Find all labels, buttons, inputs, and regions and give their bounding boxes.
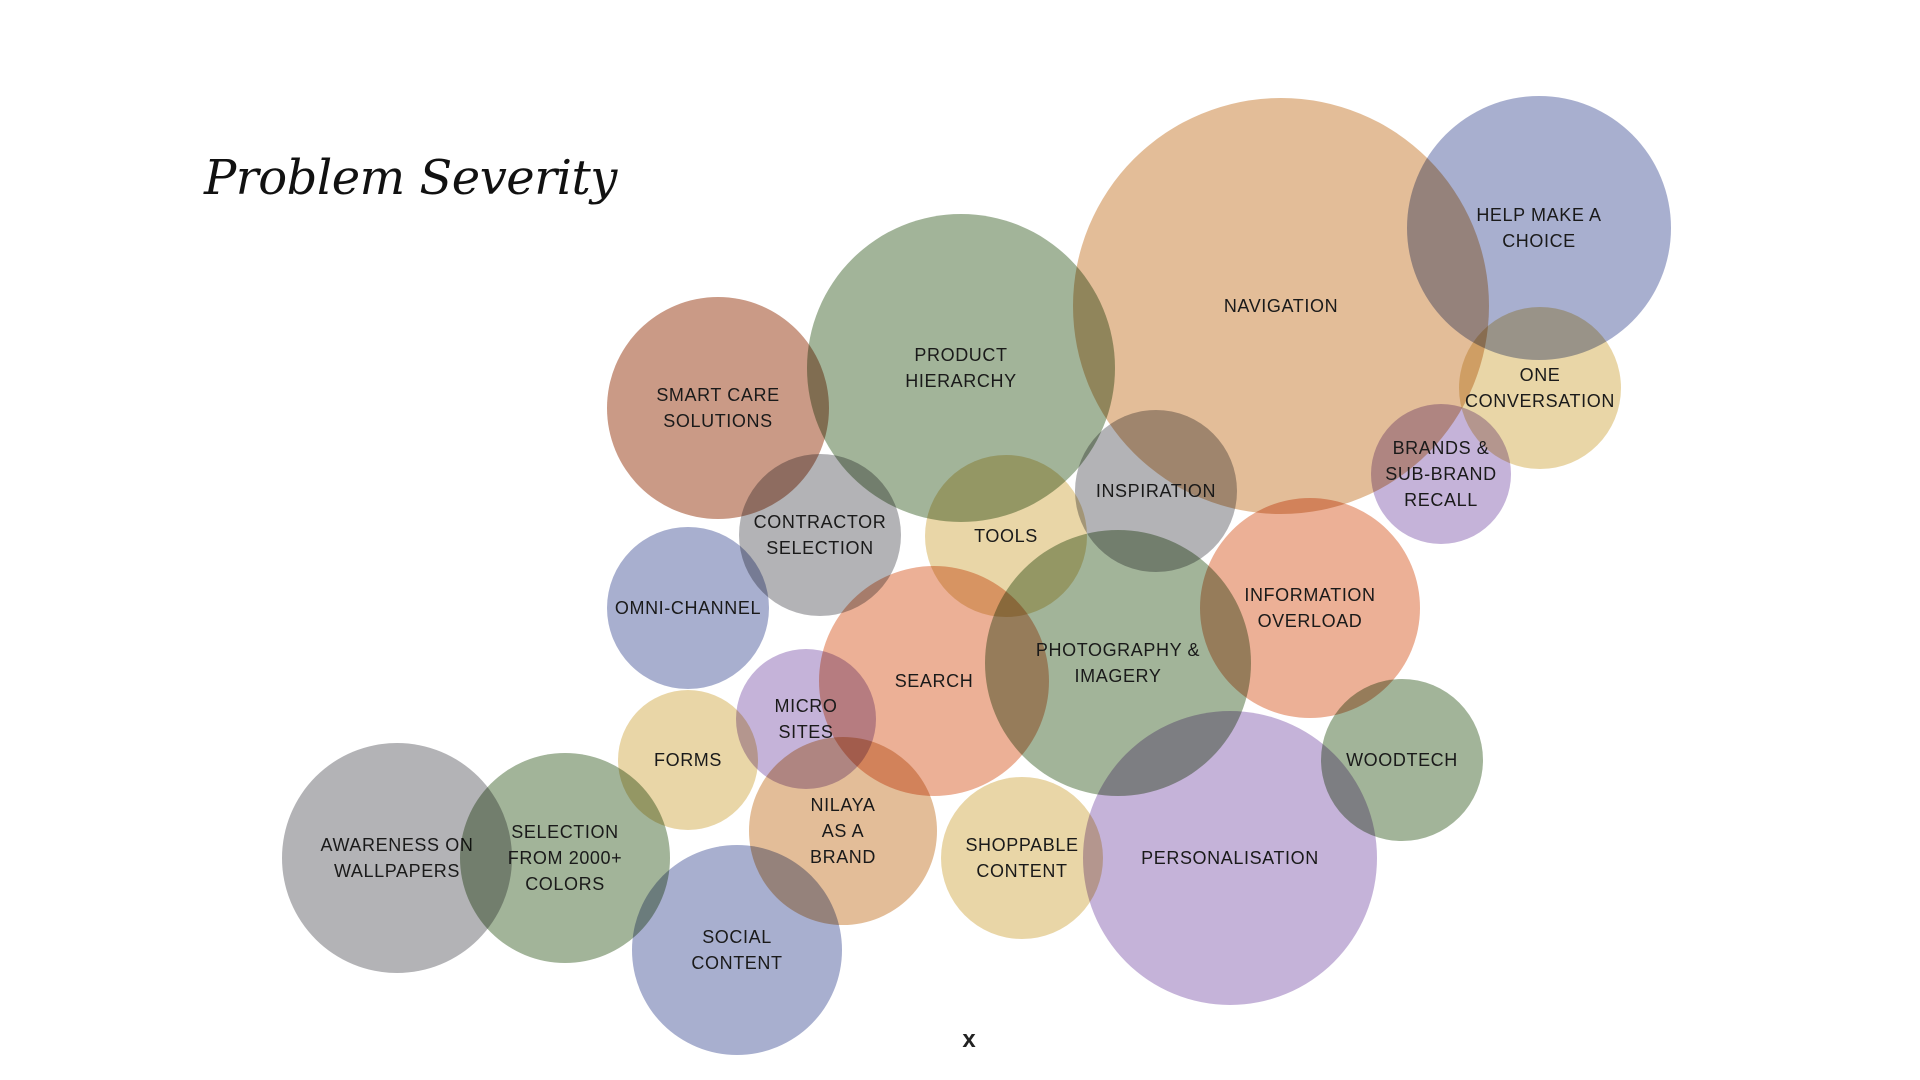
bubble-label-smart-care-solutions: SMART CARE (656, 385, 779, 405)
bubble-label-product-hierarchy: HIERARCHY (905, 371, 1016, 391)
bubble-product-hierarchy: PRODUCT HIERARCHY (807, 214, 1115, 522)
bubble-label-awareness-on-wallpapers: AWARENESS ON (321, 835, 474, 855)
bubble-information-overload: INFORMATION OVERLOAD (1200, 498, 1420, 718)
bubble-circle-product-hierarchy (807, 214, 1115, 522)
bubble-circle-brands-sub-brand-recall (1371, 404, 1511, 544)
bubble-navigation: NAVIGATION (1073, 98, 1489, 514)
bubble-shoppable-content: SHOPPABLE CONTENT (941, 777, 1103, 939)
bubble-label-micro-sites: MICRO (775, 696, 838, 716)
page-title: Problem Severity (204, 150, 617, 206)
bubble-label-shoppable-content: CONTENT (976, 861, 1067, 881)
bubble-label-selection-from-2000-colors: COLORS (525, 874, 605, 894)
bubble-label-product-hierarchy: PRODUCT (914, 345, 1007, 365)
bubble-omni-channel: OMNI-CHANNEL (607, 527, 769, 689)
bubble-label-personalisation: PERSONALISATION (1141, 848, 1319, 868)
bubble-label-one-conversation: ONE (1520, 365, 1561, 385)
bubble-label-brands-sub-brand-recall: SUB-BRAND (1385, 464, 1496, 484)
bubble-label-shoppable-content: SHOPPABLE (965, 835, 1078, 855)
bubble-label-one-conversation: CONVERSATION (1465, 391, 1615, 411)
bubble-label-brands-sub-brand-recall: RECALL (1404, 490, 1478, 510)
bubble-circle-information-overload (1200, 498, 1420, 718)
bubble-selection-from-2000-colors: SELECTION FROM 2000+ COLORS (460, 753, 670, 963)
bubble-label-forms: FORMS (654, 750, 722, 770)
bubble-label-help-make-a-choice: CHOICE (1502, 231, 1576, 251)
bubble-label-selection-from-2000-colors: SELECTION (511, 822, 618, 842)
bubble-label-nilaya-as-a-brand: AS A (822, 821, 864, 841)
bubble-label-selection-from-2000-colors: FROM 2000+ (508, 848, 623, 868)
bubble-help-make-a-choice: HELP MAKE A CHOICE (1407, 96, 1671, 360)
bubble-label-smart-care-solutions: SOLUTIONS (663, 411, 772, 431)
bubble-label-micro-sites: SITES (778, 722, 833, 742)
bubble-label-woodtech: WOODTECH (1346, 750, 1458, 770)
bubble-label-inspiration: INSPIRATION (1096, 481, 1216, 501)
bubble-circle-omni-channel (607, 527, 769, 689)
bubble-label-photography-imagery: IMAGERY (1075, 666, 1162, 686)
close-button[interactable]: x (962, 1026, 976, 1053)
bubble-circle-social-content (632, 845, 842, 1055)
bubble-label-navigation: NAVIGATION (1224, 296, 1338, 316)
bubble-circle-navigation (1073, 98, 1489, 514)
bubble-label-information-overload: INFORMATION (1244, 585, 1375, 605)
bubble-label-contractor-selection: CONTRACTOR (754, 512, 887, 532)
bubble-awareness-on-wallpapers: AWARENESS ON WALLPAPERS (282, 743, 512, 973)
bubble-label-nilaya-as-a-brand: BRAND (810, 847, 876, 867)
bubble-contractor-selection: CONTRACTOR SELECTION (739, 454, 901, 616)
bubble-one-conversation: ONE CONVERSATION (1459, 307, 1621, 469)
bubble-label-contractor-selection: SELECTION (766, 538, 873, 558)
bubble-forms: FORMS (618, 690, 758, 830)
bubble-smart-care-solutions: SMART CARE SOLUTIONS (607, 297, 829, 519)
bubble-label-search: SEARCH (895, 671, 974, 691)
bubble-label-brands-sub-brand-recall: BRANDS & (1393, 438, 1490, 458)
bubble-social-content: SOCIAL CONTENT (632, 845, 842, 1055)
bubble-circle-smart-care-solutions (607, 297, 829, 519)
bubble-label-tools: TOOLS (974, 526, 1038, 546)
bubble-circle-forms (618, 690, 758, 830)
bubble-circle-help-make-a-choice (1407, 96, 1671, 360)
bubble-label-awareness-on-wallpapers: WALLPAPERS (334, 861, 460, 881)
bubble-circle-contractor-selection (739, 454, 901, 616)
bubble-label-omni-channel: OMNI-CHANNEL (615, 598, 761, 618)
bubble-personalisation: PERSONALISATION (1083, 711, 1377, 1005)
bubble-label-social-content: SOCIAL (702, 927, 772, 947)
bubble-circle-awareness-on-wallpapers (282, 743, 512, 973)
bubble-circle-shoppable-content (941, 777, 1103, 939)
bubble-label-information-overload: OVERLOAD (1258, 611, 1363, 631)
bubble-brands-sub-brand-recall: BRANDS & SUB-BRAND RECALL (1371, 404, 1511, 544)
bubble-circle-one-conversation (1459, 307, 1621, 469)
bubble-circle-personalisation (1083, 711, 1377, 1005)
bubble-label-social-content: CONTENT (691, 953, 782, 973)
bubble-label-nilaya-as-a-brand: NILAYA (811, 795, 876, 815)
bubble-label-photography-imagery: PHOTOGRAPHY & (1036, 640, 1200, 660)
bubble-label-help-make-a-choice: HELP MAKE A (1476, 205, 1601, 225)
bubble-circle-selection-from-2000-colors (460, 753, 670, 963)
